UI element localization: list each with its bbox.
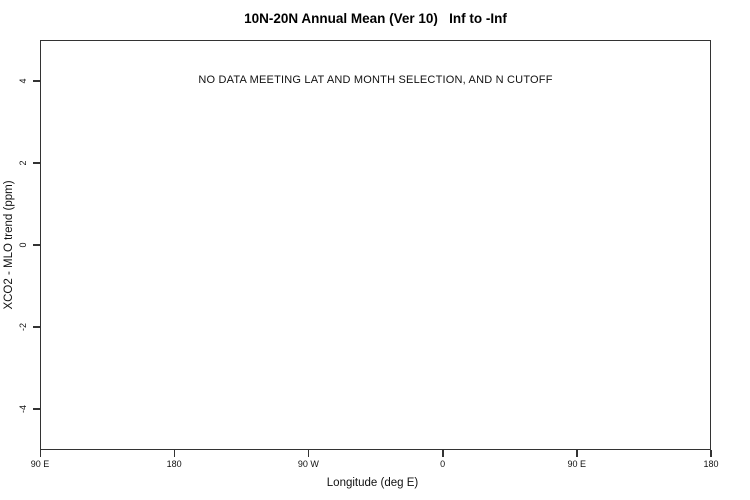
y-tick-label: 4 [18, 78, 28, 84]
plot-area [40, 40, 711, 450]
x-tick-mark [307, 450, 310, 457]
x-tick-mark [710, 450, 712, 457]
y-tick-mark [33, 244, 40, 246]
x-axis-label: Longitude (deg E) [326, 477, 419, 489]
y-tick-label: 2 [18, 160, 28, 166]
y-tick-mark [33, 80, 40, 82]
y-tick-label: -2 [18, 322, 28, 332]
x-tick-mark [442, 450, 444, 457]
y-tick-label: -4 [18, 404, 28, 414]
x-tick-label: 180 [166, 459, 182, 469]
x-tick-label: 180 [703, 459, 719, 469]
x-tick-label: 90 E [567, 459, 587, 469]
x-tick-label: 90 E [30, 459, 50, 469]
chart-title: 10N-20N Annual Mean (Ver 10) Inf to -Inf [244, 11, 507, 26]
x-tick-label: 90 W [297, 459, 319, 469]
y-tick-mark [33, 162, 40, 164]
x-tick-mark [39, 450, 41, 457]
y-axis-label: XCO2 - MLO trend (ppm) [3, 180, 15, 310]
y-tick-mark [33, 408, 40, 410]
y-tick-mark [33, 326, 40, 328]
x-tick-label: 0 [440, 459, 446, 469]
x-tick-mark [576, 450, 578, 457]
y-tick-label: 0 [18, 242, 28, 248]
no-data-message: NO DATA MEETING LAT AND MONTH SELECTION,… [198, 74, 553, 86]
x-tick-mark [173, 450, 176, 457]
